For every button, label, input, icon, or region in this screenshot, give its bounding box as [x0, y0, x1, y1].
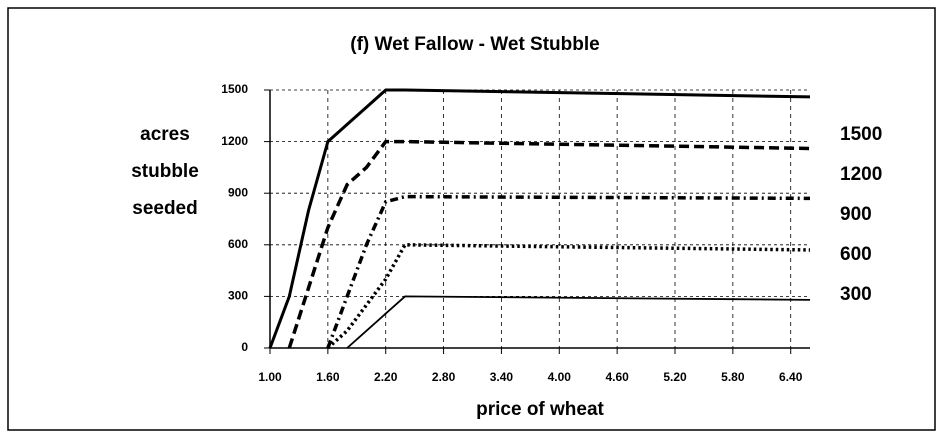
x-axis-label: price of wheat — [476, 399, 604, 420]
y-tick-label: 0 — [241, 340, 248, 354]
x-tick-label: 1.00 — [258, 370, 282, 384]
y-tick-label: 1200 — [221, 134, 248, 148]
x-tick-label: 4.00 — [548, 370, 572, 384]
chart-title: (f) Wet Fallow - Wet Stubble — [350, 34, 599, 55]
x-tick-label: 2.20 — [374, 370, 398, 384]
series-line — [346, 295, 811, 349]
y-axis-label: seeded — [132, 198, 197, 219]
x-tick-label: 5.20 — [663, 370, 687, 384]
x-tick-label: 1.60 — [316, 370, 340, 384]
y-tick-label: 300 — [228, 289, 248, 303]
y-tick-label: 600 — [228, 237, 248, 251]
legend-label: 600 — [840, 244, 872, 265]
series-line — [287, 139, 811, 349]
y-axis-label: stubble — [131, 161, 199, 182]
x-tick-label: 5.80 — [721, 370, 745, 384]
y-axis-label: acres — [140, 124, 190, 145]
x-tick-label: 6.40 — [779, 370, 803, 384]
legend-label: 1200 — [840, 164, 882, 185]
legend-label: 300 — [840, 284, 872, 305]
frame — [7, 7, 936, 431]
y-tick-label: 900 — [228, 185, 248, 199]
series-line — [268, 88, 811, 349]
x-tick-label: 4.60 — [605, 370, 629, 384]
series-line — [326, 194, 811, 349]
x-tick-label: 3.40 — [490, 370, 514, 384]
y-tick-label: 1500 — [221, 82, 248, 96]
series-line — [326, 243, 811, 350]
legend-label: 1500 — [840, 124, 882, 145]
legend-label: 900 — [840, 204, 872, 225]
x-tick-label: 2.80 — [432, 370, 456, 384]
